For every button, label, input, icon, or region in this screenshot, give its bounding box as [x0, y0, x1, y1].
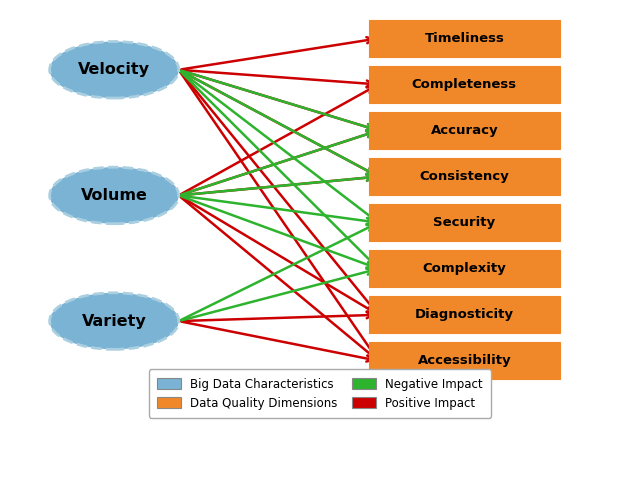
FancyBboxPatch shape: [369, 250, 559, 287]
Text: Diagnosticity: Diagnosticity: [415, 308, 514, 321]
Ellipse shape: [50, 167, 179, 224]
Ellipse shape: [50, 293, 179, 349]
Legend: Big Data Characteristics, Data Quality Dimensions, Negative Impact, Positive Imp: Big Data Characteristics, Data Quality D…: [149, 369, 491, 418]
Text: Accessibility: Accessibility: [417, 355, 511, 367]
Text: Variety: Variety: [82, 314, 147, 329]
Text: Volume: Volume: [81, 188, 148, 203]
Text: Security: Security: [433, 216, 495, 229]
FancyBboxPatch shape: [369, 66, 559, 103]
FancyBboxPatch shape: [369, 204, 559, 241]
FancyBboxPatch shape: [369, 158, 559, 195]
Text: Accuracy: Accuracy: [431, 124, 498, 137]
Ellipse shape: [50, 41, 179, 98]
FancyBboxPatch shape: [369, 342, 559, 379]
FancyBboxPatch shape: [369, 297, 559, 333]
Text: Completeness: Completeness: [412, 78, 517, 91]
Text: Velocity: Velocity: [78, 62, 150, 77]
Text: Consistency: Consistency: [419, 170, 509, 183]
Text: Timeliness: Timeliness: [424, 32, 504, 45]
Text: Complexity: Complexity: [422, 262, 506, 275]
FancyBboxPatch shape: [369, 20, 559, 57]
FancyBboxPatch shape: [369, 112, 559, 149]
